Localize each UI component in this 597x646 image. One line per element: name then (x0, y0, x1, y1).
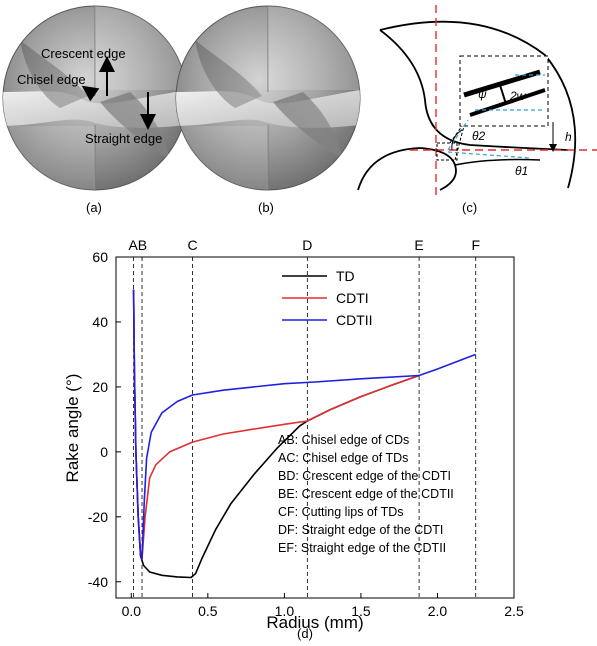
panel-d-label: (d) (297, 626, 313, 641)
callout-chisel-edge: Chisel edge (17, 72, 86, 87)
top-label-c: C (187, 237, 197, 253)
callout-crescent-edge: Crescent edge (41, 46, 126, 61)
legend-label-td: TD (336, 268, 355, 284)
symbol-2w: 2w (509, 89, 527, 103)
y-tick-label: 60 (92, 249, 108, 265)
x-axis-title: Radius (mm) (266, 613, 363, 632)
x-tick-label: 0.5 (198, 603, 218, 619)
y-axis-title: Rake angle (°) (63, 374, 82, 483)
annotation-ac: AC: Chisel edge of TDs (278, 451, 408, 465)
panel-c-geometry-diagram: ψ 2w θ2 θ1 h (357, 5, 597, 195)
panel-b-drill-image (175, 5, 361, 191)
panel-b-label: (b) (258, 200, 274, 215)
y-tick-label: 40 (92, 314, 108, 330)
symbol-h: h (565, 130, 572, 144)
annotation-be: BE: Crescent edge of the CDTII (278, 487, 454, 501)
top-labels: C D E F AB (128, 237, 480, 253)
x-tick-label: 2.5 (504, 603, 524, 619)
y-ticks: -40 -20 0 20 40 60 (88, 249, 121, 590)
symbol-psi: ψ (478, 87, 487, 101)
x-tick-label: 1.5 (351, 603, 371, 619)
x-tick-label: 1.0 (275, 603, 295, 619)
legend-label-cdtii: CDTII (336, 312, 373, 328)
top-label-f: F (471, 237, 480, 253)
legend: TD CDTI CDTII (282, 268, 373, 328)
annotation-df: DF: Straight edge of the CDTI (278, 523, 443, 537)
panel-c-label: (c) (462, 200, 477, 215)
top-label-ab: AB (128, 237, 147, 253)
top-label-d: D (302, 237, 312, 253)
x-tick-label: 2.0 (428, 603, 448, 619)
x-ticks: 0.0 0.5 1.0 1.5 2.0 2.5 (122, 593, 524, 619)
annotation-ab: AB: Chisel edge of CDs (278, 433, 409, 447)
symbol-theta1: θ1 (515, 164, 528, 178)
legend-label-cdti: CDTI (336, 290, 369, 306)
callout-straight-edge: Straight edge (85, 131, 162, 146)
top-label-e: E (414, 237, 423, 253)
panel-a-drill-image: Crescent edge Chisel edge Straight edge (2, 5, 188, 191)
y-tick-label: 20 (92, 379, 108, 395)
x-tick-label: 0.0 (122, 603, 142, 619)
plot-frame (115, 256, 515, 599)
y-tick-label: 0 (100, 444, 108, 460)
segment-annotations: AB: Chisel edge of CDs AC: Chisel edge o… (278, 433, 454, 555)
y-tick-label: -20 (88, 509, 108, 525)
annotation-bd: BD: Crescent edge of the CDTI (278, 469, 451, 483)
y-tick-label: -40 (88, 574, 108, 590)
series-line-cdtii (132, 289, 476, 560)
series-lines (132, 289, 476, 579)
symbol-theta2: θ2 (472, 129, 486, 143)
annotation-ef: EF: Straight edge of the CDTII (278, 541, 446, 555)
annotation-cf: CF: Cutting lips of TDs (278, 505, 404, 519)
panel-a-label: (a) (86, 200, 102, 215)
